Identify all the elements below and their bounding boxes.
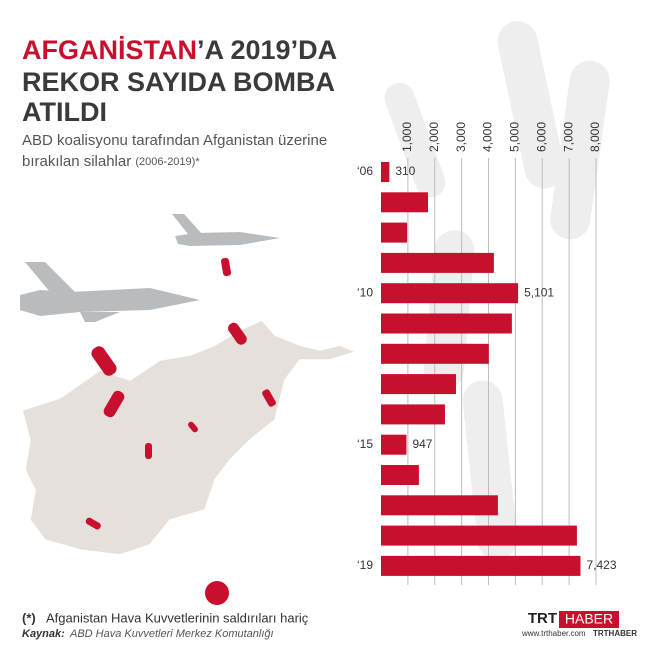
- x-tick-label: 7,000: [561, 122, 575, 152]
- x-tick-label: 3,000: [454, 122, 468, 152]
- x-tick-label: 8,000: [588, 122, 602, 152]
- value-label: 310: [395, 164, 415, 178]
- bar: [381, 162, 390, 182]
- value-label: 5,101: [524, 285, 554, 299]
- source: ABD Hava Kuvvetleri Merkez Komutanlığı: [69, 628, 274, 640]
- note: Afganistan Hava Kuvvetlerinin saldırılar…: [46, 610, 309, 625]
- subtitle-note: (2006-2019)*: [135, 156, 200, 168]
- bar: [381, 343, 489, 364]
- planes: [20, 214, 280, 322]
- x-tick-label: 4,000: [481, 122, 495, 152]
- afghanistan-map: [21, 319, 359, 556]
- title: AFGANİSTAN’A 2019’DA: [22, 35, 337, 65]
- bar: [381, 525, 577, 546]
- note-mark: (*): [22, 610, 36, 625]
- bar: [381, 222, 408, 243]
- y-tick-label: ‘15: [357, 437, 373, 451]
- map: [21, 257, 359, 556]
- bar: [381, 404, 445, 425]
- y-tick-label: ‘10: [357, 285, 373, 299]
- title-rest: ’A 2019’DA: [197, 35, 337, 65]
- subtitle: ABD koalisyonu tarafından Afganistan üze…: [22, 132, 327, 149]
- social: TRTHABER: [593, 629, 637, 638]
- x-tick-label: 5,000: [508, 122, 522, 152]
- bar: [381, 465, 419, 485]
- title-highlight: AFGANİSTAN: [22, 35, 197, 65]
- bar: [381, 283, 519, 304]
- bar: [381, 192, 429, 213]
- bar: [381, 252, 494, 273]
- y-tick-label: ‘06: [357, 164, 373, 178]
- bombs: [85, 257, 276, 530]
- title: REKOR SAYIDA BOMBA: [22, 67, 335, 97]
- bar: [381, 495, 498, 516]
- y-tick-label: ‘19: [357, 558, 373, 572]
- bar: [381, 313, 512, 334]
- title: ATILDI: [22, 97, 107, 127]
- bar: [381, 555, 581, 576]
- source-label: Kaynak:: [22, 628, 65, 640]
- logo-trt: TRT: [528, 610, 557, 627]
- subtitle-text: bırakılan silahlar: [22, 153, 131, 170]
- website: www.trthaber.com: [521, 629, 586, 638]
- x-tick-label: 1,000: [400, 122, 414, 152]
- value-label: 947: [412, 437, 432, 451]
- bar: [381, 374, 456, 395]
- logo-haber: HABER: [565, 611, 613, 627]
- bar: [381, 434, 407, 455]
- x-tick-label: 6,000: [534, 122, 548, 152]
- subtitle: bırakılan silahlar (2006-2019)*: [22, 153, 200, 170]
- x-tick-label: 2,000: [427, 122, 441, 152]
- logo-box: [559, 611, 619, 628]
- icon: [205, 581, 229, 605]
- value-label: 7,423: [586, 558, 616, 572]
